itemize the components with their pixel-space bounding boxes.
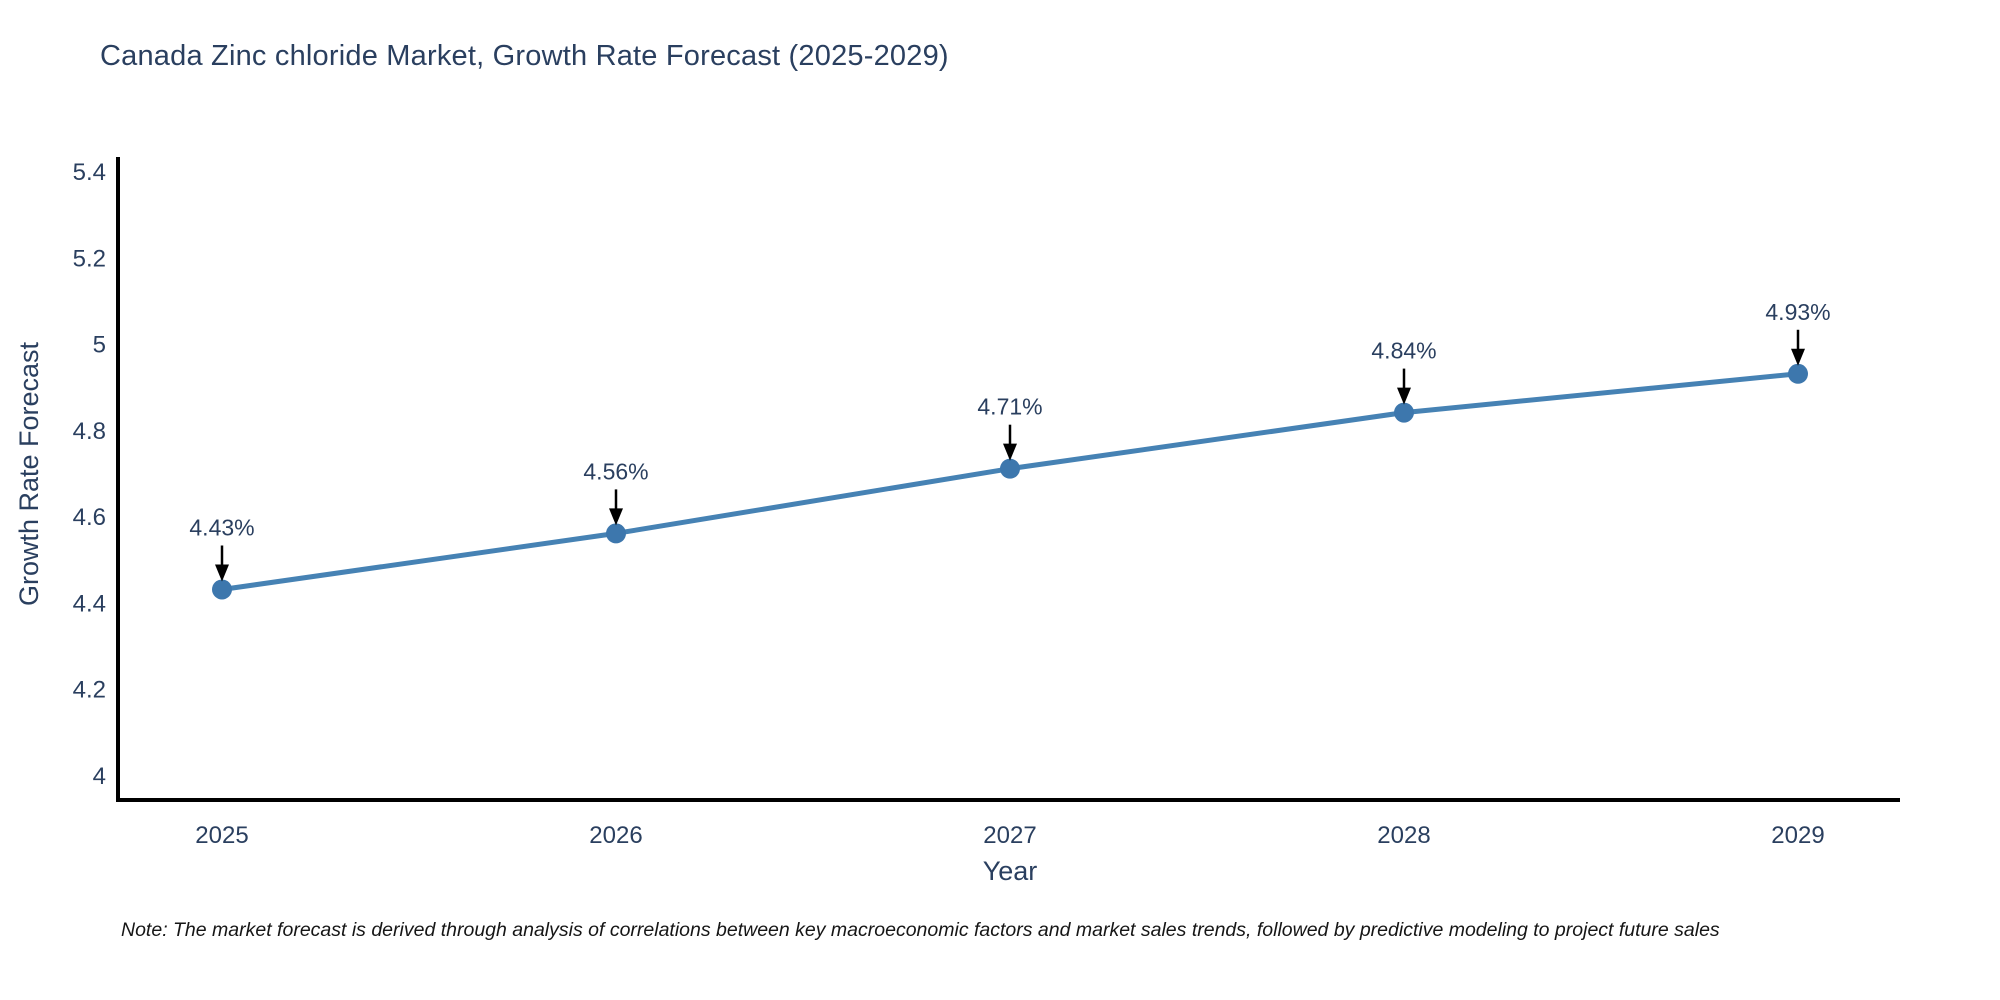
data-point-marker <box>1788 363 1808 384</box>
point-value-label: 4.93% <box>1765 299 1830 325</box>
x-tick-label: 2026 <box>589 822 642 849</box>
y-tick-label: 4.4 <box>73 590 106 617</box>
y-tick-labels: 4 4.2 4.4 4.6 4.8 5 5.2 5.4 <box>73 159 106 790</box>
footnote: Note: The market forecast is derived thr… <box>121 919 1720 941</box>
annotation-arrowhead-icon <box>215 564 229 582</box>
y-tick-label: 5.2 <box>73 245 106 272</box>
annotation-arrowhead-icon <box>609 508 623 526</box>
annotation-arrowhead-icon <box>1791 348 1805 366</box>
x-tick-label: 2025 <box>195 822 248 849</box>
point-value-label: 4.56% <box>583 458 648 484</box>
data-point-marker <box>606 523 626 544</box>
point-value-label: 4.84% <box>1371 338 1436 364</box>
annotation-arrowhead-icon <box>1003 443 1017 461</box>
x-axis-title: Year <box>982 856 1038 886</box>
x-tick-label: 2029 <box>1771 822 1824 849</box>
y-tick-label: 4.2 <box>73 677 106 704</box>
data-point-marker <box>212 579 232 600</box>
point-value-label: 4.43% <box>189 514 254 540</box>
y-tick-label: 5 <box>93 332 106 359</box>
point-annotations: 4.43% 4.56% 4.71% 4.84% 4.93% <box>189 299 1831 582</box>
x-tick-label: 2027 <box>983 822 1036 849</box>
growth-rate-line-series <box>212 363 1808 600</box>
annotation-arrowhead-icon <box>1397 387 1411 405</box>
y-tick-label: 4 <box>93 763 106 790</box>
y-tick-label: 4.6 <box>73 504 106 531</box>
chart-title: Canada Zinc chloride Market, Growth Rate… <box>100 40 949 72</box>
point-value-label: 4.71% <box>977 394 1042 420</box>
x-tick-labels: 2025 2026 2027 2028 2029 <box>195 822 1824 849</box>
data-point-marker <box>1394 402 1414 423</box>
y-tick-label: 5.4 <box>73 159 106 186</box>
data-point-marker <box>1000 458 1020 479</box>
y-tick-label: 4.8 <box>73 418 106 445</box>
x-tick-label: 2028 <box>1377 822 1430 849</box>
